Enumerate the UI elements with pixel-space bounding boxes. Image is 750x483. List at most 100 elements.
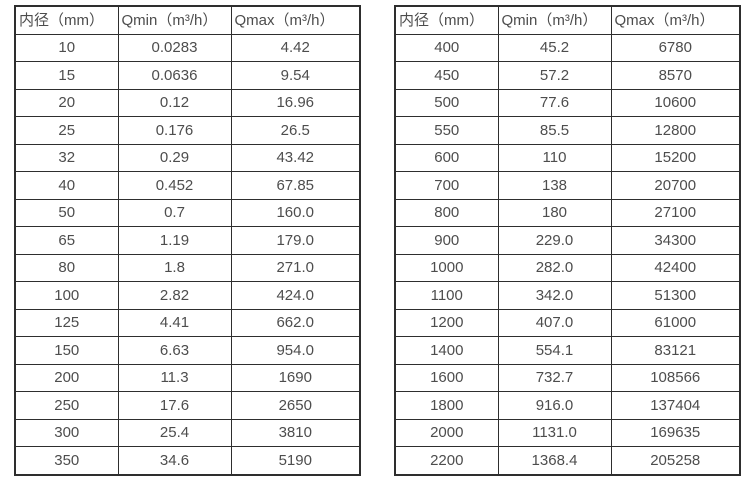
cell: 229.0 xyxy=(497,226,612,255)
cell: 77.6 xyxy=(497,88,612,117)
cell: 26.5 xyxy=(230,116,361,145)
cell: 137404 xyxy=(610,391,741,420)
cell: 550 xyxy=(394,116,499,145)
table-row: 32 0.29 43.42 xyxy=(14,143,361,172)
cell: 85.5 xyxy=(497,116,612,145)
flow-table-large-diameters: 内径（mm） Qmin（m³/h） Qmax（m³/h） 400 45.2 6780 45… xyxy=(394,5,741,476)
cell: 1131.0 xyxy=(497,418,612,447)
table-row: 1400 554.1 83121 xyxy=(394,336,741,365)
cell: 67.85 xyxy=(230,171,361,200)
header-row: 内径（mm） Qmin（m³/h） Qmax（m³/h） xyxy=(14,5,361,35)
cell: 34300 xyxy=(610,226,741,255)
table-row: 200 11.3 1690 xyxy=(14,363,361,392)
cell: 150 xyxy=(14,336,119,365)
column-header: Qmax（m³/h） xyxy=(230,5,361,35)
cell: 50 xyxy=(14,198,119,227)
cell: 8570 xyxy=(610,61,741,90)
table-row: 600 110 15200 xyxy=(394,143,741,172)
cell: 3810 xyxy=(230,418,361,447)
column-header: 内径（mm） xyxy=(394,5,499,35)
cell: 700 xyxy=(394,171,499,200)
cell: 2650 xyxy=(230,391,361,420)
cell: 1600 xyxy=(394,363,499,392)
cell: 65 xyxy=(14,226,119,255)
table-row: 700 138 20700 xyxy=(394,171,741,200)
cell: 1100 xyxy=(394,281,499,310)
table-row: 1000 282.0 42400 xyxy=(394,253,741,282)
table-row: 500 77.6 10600 xyxy=(394,88,741,117)
table-row: 1800 916.0 137404 xyxy=(394,391,741,420)
table-row: 550 85.5 12800 xyxy=(394,116,741,145)
cell: 350 xyxy=(14,446,119,475)
cell: 662.0 xyxy=(230,308,361,337)
table-row: 350 34.6 5190 xyxy=(14,446,361,475)
cell: 407.0 xyxy=(497,308,612,337)
cell: 2200 xyxy=(394,446,499,475)
cell: 34.6 xyxy=(117,446,232,475)
cell: 424.0 xyxy=(230,281,361,310)
cell: 11.3 xyxy=(117,363,232,392)
cell: 57.2 xyxy=(497,61,612,90)
cell: 100 xyxy=(14,281,119,310)
cell: 15 xyxy=(14,61,119,90)
cell: 20 xyxy=(14,88,119,117)
cell: 10 xyxy=(14,33,119,62)
cell: 43.42 xyxy=(230,143,361,172)
cell: 0.0283 xyxy=(117,33,232,62)
cell: 2000 xyxy=(394,418,499,447)
cell: 0.12 xyxy=(117,88,232,117)
cell: 732.7 xyxy=(497,363,612,392)
cell: 108566 xyxy=(610,363,741,392)
cell: 0.7 xyxy=(117,198,232,227)
table-row: 1600 732.7 108566 xyxy=(394,363,741,392)
cell: 180 xyxy=(497,198,612,227)
cell: 42400 xyxy=(610,253,741,282)
cell: 179.0 xyxy=(230,226,361,255)
cell: 10600 xyxy=(610,88,741,117)
cell: 110 xyxy=(497,143,612,172)
table-row: 900 229.0 34300 xyxy=(394,226,741,255)
table-row: 400 45.2 6780 xyxy=(394,33,741,62)
cell: 554.1 xyxy=(497,336,612,365)
table-row: 65 1.19 179.0 xyxy=(14,226,361,255)
cell: 5190 xyxy=(230,446,361,475)
table-row: 1200 407.0 61000 xyxy=(394,308,741,337)
cell: 20700 xyxy=(610,171,741,200)
cell: 2.82 xyxy=(117,281,232,310)
cell: 0.29 xyxy=(117,143,232,172)
cell: 400 xyxy=(394,33,499,62)
table-row: 10 0.0283 4.42 xyxy=(14,33,361,62)
column-header: Qmax（m³/h） xyxy=(610,5,741,35)
flow-table-small-diameters: 内径（mm） Qmin（m³/h） Qmax（m³/h） 10 0.0283 4.42 1… xyxy=(14,5,361,476)
header-row: 内径（mm） Qmin（m³/h） Qmax（m³/h） xyxy=(394,5,741,35)
cell: 80 xyxy=(14,253,119,282)
cell: 83121 xyxy=(610,336,741,365)
table-row: 2200 1368.4 205258 xyxy=(394,446,741,475)
table-row: 100 2.82 424.0 xyxy=(14,281,361,310)
table-row: 80 1.8 271.0 xyxy=(14,253,361,282)
cell: 600 xyxy=(394,143,499,172)
cell: 954.0 xyxy=(230,336,361,365)
cell: 800 xyxy=(394,198,499,227)
cell: 500 xyxy=(394,88,499,117)
cell: 250 xyxy=(14,391,119,420)
table-row: 1100 342.0 51300 xyxy=(394,281,741,310)
table-row: 20 0.12 16.96 xyxy=(14,88,361,117)
table-row: 50 0.7 160.0 xyxy=(14,198,361,227)
cell: 17.6 xyxy=(117,391,232,420)
cell: 169635 xyxy=(610,418,741,447)
cell: 6780 xyxy=(610,33,741,62)
cell: 0.0636 xyxy=(117,61,232,90)
cell: 200 xyxy=(14,363,119,392)
cell: 1800 xyxy=(394,391,499,420)
cell: 900 xyxy=(394,226,499,255)
cell: 450 xyxy=(394,61,499,90)
cell: 27100 xyxy=(610,198,741,227)
cell: 1.19 xyxy=(117,226,232,255)
cell: 342.0 xyxy=(497,281,612,310)
cell: 205258 xyxy=(610,446,741,475)
column-header: Qmin（m³/h） xyxy=(497,5,612,35)
cell: 9.54 xyxy=(230,61,361,90)
cell: 16.96 xyxy=(230,88,361,117)
cell: 125 xyxy=(14,308,119,337)
